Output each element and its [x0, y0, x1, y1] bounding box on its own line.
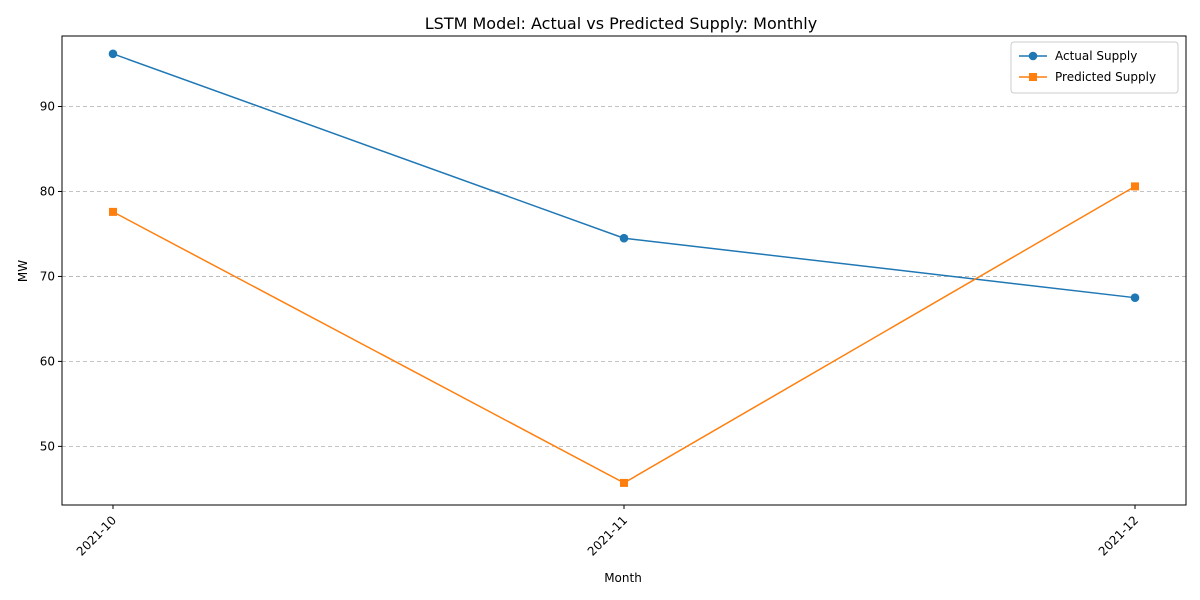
series-layer — [108, 49, 1140, 487]
axes-layer: 50 60 70 80 90 2021-10 2021-11 2021-12 — [40, 100, 1141, 559]
y-tick-label: 80 — [40, 184, 55, 198]
grid-layer — [62, 106, 1186, 447]
y-tick-label: 60 — [40, 354, 55, 368]
legend-marker — [1028, 51, 1038, 61]
legend: Actual Supply Predicted Supply — [1010, 41, 1179, 94]
legend-label: Predicted Supply — [1055, 70, 1156, 84]
chart-title: LSTM Model: Actual vs Predicted Supply: … — [425, 14, 817, 33]
data-point — [108, 49, 118, 59]
legend-label: Actual Supply — [1055, 49, 1137, 63]
x-tick-label: 2021-11 — [585, 513, 630, 558]
data-point — [109, 207, 117, 216]
data-point — [1130, 293, 1140, 302]
y-tick-label: 50 — [40, 439, 55, 453]
y-tick-label: 70 — [40, 269, 55, 283]
data-point — [619, 233, 629, 243]
y-tick-label: 90 — [40, 100, 55, 114]
x-tick-label: 2021-12 — [1096, 513, 1141, 558]
legend-marker — [1029, 73, 1037, 81]
series-line-0 — [112, 53, 1136, 299]
series-line-1 — [112, 185, 1136, 484]
data-point — [620, 478, 628, 487]
legend-box — [1010, 41, 1179, 94]
x-tick-label: 2021-10 — [74, 513, 119, 558]
y-axis-label: MW — [16, 260, 30, 282]
x-axis-label: Month — [604, 571, 642, 585]
data-point — [1131, 182, 1139, 191]
